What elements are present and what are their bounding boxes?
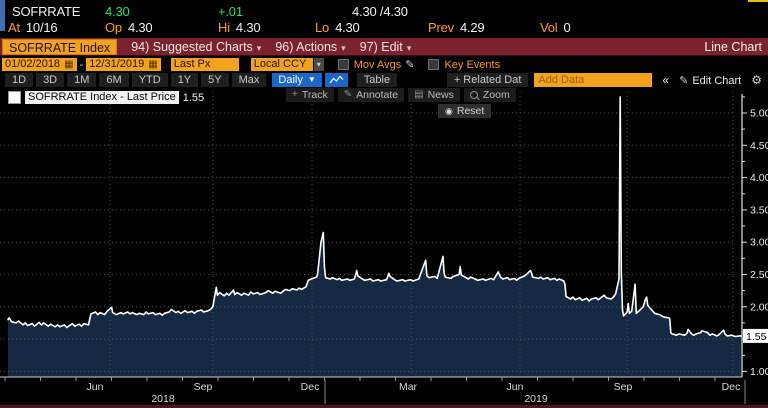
chevron-down-icon: ▾ [256, 42, 262, 53]
x-axis-month-label: Jun [507, 381, 524, 393]
x-axis-month-label: Jun [87, 381, 104, 393]
quote-open: Op 4.30 [105, 20, 153, 35]
y-axis-label: 2.50 [750, 269, 768, 281]
quote-row-primary: SOFRRATE 4.30 +.01 4.30 /4.30 [0, 4, 768, 20]
magnifier-icon [469, 91, 478, 99]
calendar-icon: ▦ [148, 59, 158, 70]
reset-button[interactable]: ◉ Reset [438, 104, 492, 118]
pencil-icon: ✎ [343, 89, 353, 100]
related-data-button[interactable]: + Related Dat [446, 73, 529, 87]
security-input[interactable]: SOFRRATE Index [2, 38, 118, 55]
y-axis-label: 4.00 [750, 172, 768, 184]
last-price: 4.30 [105, 4, 130, 19]
x-axis-year-label: 2019 [524, 393, 548, 405]
series-last-value: 1.55 [182, 91, 205, 104]
menu-suggested-charts[interactable]: 94) Suggested Charts ▾ [131, 39, 262, 54]
quote-prev: Prev 4.29 [428, 20, 485, 35]
price-chart[interactable]: Jun Sep Dec Mar Jun Sep Dec 2018 2019 5.00 4.50 4.0… [0, 86, 768, 408]
pencil-icon[interactable]: ✎ [405, 59, 415, 71]
menu-actions[interactable]: 96) Actions ▾ [275, 39, 346, 54]
field-select[interactable]: Last Px [170, 58, 239, 71]
crosshair-icon: + [292, 89, 298, 100]
calendar-icon: ▦ [64, 59, 74, 70]
x-axis-year-label: 2018 [151, 393, 175, 405]
pencil-icon: ✎ [679, 74, 689, 87]
news-button[interactable]: ▤ News [408, 88, 460, 102]
chevron-down-icon: ▾ [341, 42, 346, 53]
series-checkbox[interactable] [8, 91, 21, 104]
last-price-value: 1.55 [746, 331, 767, 343]
chevron-down-icon: ▼ [307, 75, 316, 84]
collapse-panel-icon[interactable]: « [662, 73, 670, 87]
series-label[interactable]: SOFRRATE Index - Last Price [25, 91, 179, 104]
price-change: +.01 [218, 4, 243, 19]
chevron-down-icon: ▾ [406, 42, 412, 53]
frequency-dropdown[interactable]: Daily ▼ [272, 73, 322, 87]
x-axis-month-label: Dec [722, 381, 741, 393]
ticker-symbol: SOFRRATE [12, 4, 81, 19]
period-3d[interactable]: 3D [36, 73, 65, 87]
period-ytd[interactable]: YTD [131, 73, 168, 87]
period-1d[interactable]: 1D [5, 73, 34, 87]
y-axis-label: 2.00 [750, 301, 768, 313]
y-axis-label: 3.00 [750, 237, 768, 249]
chart-type-label: Line Chart [704, 39, 762, 54]
last-price-box [743, 328, 768, 343]
key-events-checkbox[interactable] [428, 59, 440, 70]
chart-actions-group: + Related Dat « ✎Edit Chart ⚙ [444, 73, 766, 87]
price-line [7, 96, 742, 338]
security-accent-bar [0, 0, 5, 31]
mov-avgs-checkbox[interactable] [337, 59, 349, 70]
y-axis-label: 5.00 [750, 108, 768, 120]
mov-avgs-label: Mov Avgs [353, 58, 402, 71]
quote-low: Lo 4.30 [315, 20, 360, 35]
line-chart-icon [329, 75, 344, 84]
chart-legend: SOFRRATE Index - Last Price 1.55 [8, 91, 204, 104]
period-1y[interactable]: 1Y [170, 73, 199, 87]
period-max[interactable]: Max [231, 73, 267, 87]
date-range-separator: - [79, 58, 84, 71]
y-axis-label: 1.00 [750, 366, 768, 378]
quote-high: Hi 4.30 [218, 20, 261, 35]
line-chart-type-button[interactable] [324, 73, 348, 87]
y-axis-label: 4.50 [750, 140, 768, 152]
period-1m[interactable]: 1M [67, 73, 97, 87]
bid-ask: 4.30 /4.30 [352, 4, 408, 19]
period-controls: 1D 3D 1M 6M YTD 1Y 5Y Max Daily ▼ Table +… [0, 72, 768, 88]
menubar: SOFRRATE Index 94) Suggested Charts ▾ 96)… [0, 38, 768, 56]
range-controls: 01/02/2018 ▦ - 12/31/2019 ▦ Last Px Local … [0, 57, 768, 72]
window-footer-strip [0, 405, 768, 408]
gear-icon[interactable]: ⚙ [751, 73, 762, 87]
currency-dropdown-button[interactable]: ▾ [313, 58, 324, 71]
annotate-button[interactable]: ✎ Annotate [337, 88, 405, 102]
menu-edit[interactable]: 97) Edit ▾ [359, 39, 412, 54]
date-from-input[interactable]: 01/02/2018 ▦ [2, 58, 77, 71]
add-data-input[interactable] [534, 73, 653, 87]
date-to-input[interactable]: 12/31/2019 ▦ [86, 58, 161, 71]
chart-panel[interactable]: Jun Sep Dec Mar Jun Sep Dec 2018 2019 5.00 4.50 4.0… [0, 86, 768, 408]
price-area [8, 96, 741, 378]
news-icon: ▤ [414, 89, 424, 100]
y-axis-label: 3.50 [750, 204, 768, 216]
x-axis-month-label: Dec [301, 381, 320, 393]
quote-row-secondary: At 10/16 Op 4.30 Hi 4.30 Lo 4.30 Prev 4.29 Vo… [0, 20, 768, 36]
table-button[interactable]: Table [356, 73, 398, 87]
quote-volume: Vol 0 [540, 20, 571, 35]
zoom-button[interactable]: Zoom [463, 88, 516, 102]
edit-chart-button[interactable]: ✎ Edit Chart [679, 74, 742, 87]
x-axis-month-label: Mar [399, 381, 418, 393]
reset-icon: ◉ [445, 106, 453, 116]
period-6m[interactable]: 6M [99, 73, 129, 87]
quote-at: At 10/16 [8, 20, 58, 35]
window-corner-accent [748, 0, 768, 2]
currency-select[interactable]: Local CCY [250, 58, 313, 71]
x-axis-month-label: Sep [614, 381, 633, 393]
x-axis-month-label: Sep [194, 381, 213, 393]
chart-toolbar: + Track ✎ Annotate ▤ News Zoom [282, 88, 516, 102]
key-events-label: Key Events [444, 58, 501, 71]
track-button[interactable]: + Track [286, 88, 334, 102]
period-5y[interactable]: 5Y [201, 73, 229, 87]
